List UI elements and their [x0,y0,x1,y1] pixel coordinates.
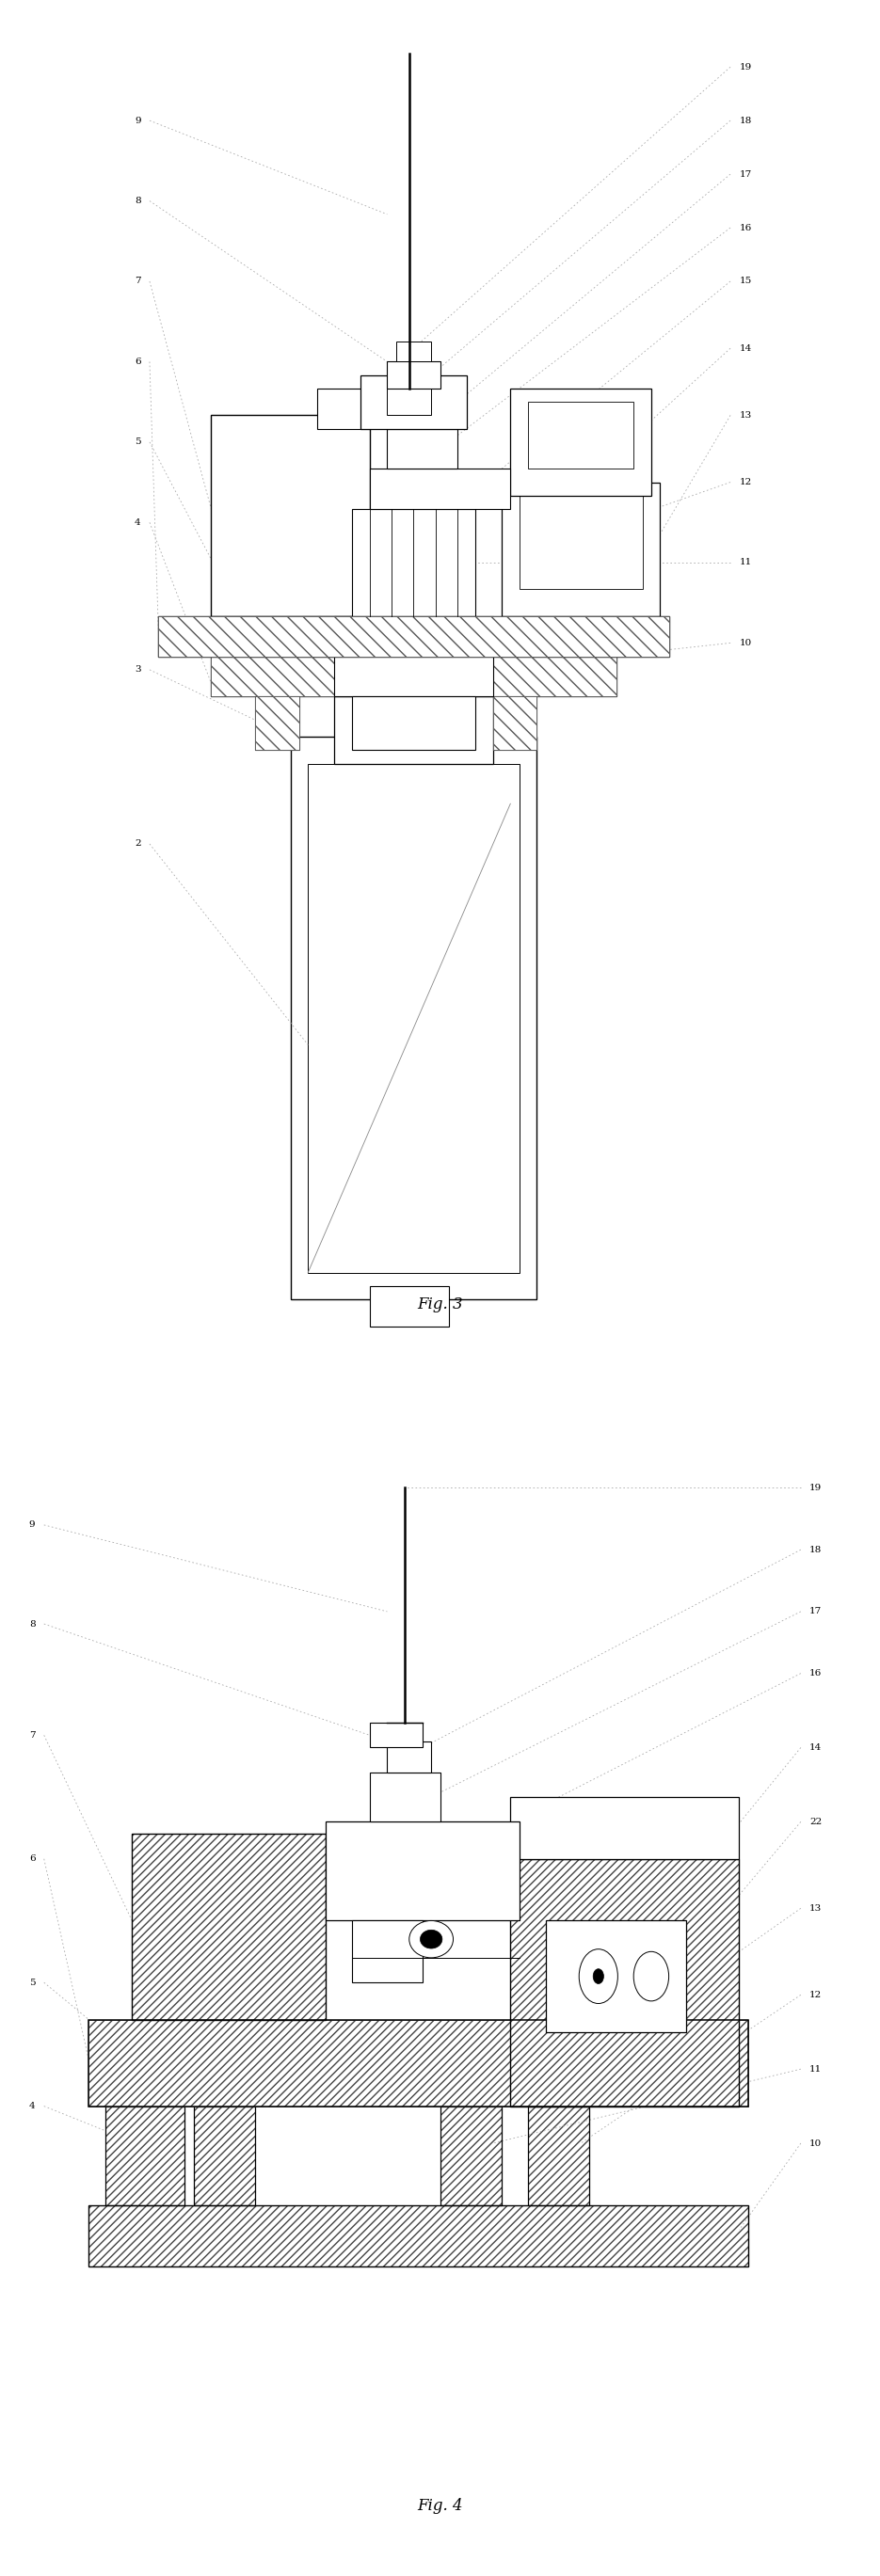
Text: 11: 11 [739,559,752,567]
Bar [158,616,669,657]
Text: 4: 4 [135,518,141,526]
Bar [211,649,616,696]
Text: 9: 9 [135,116,141,124]
Bar [440,2107,502,2205]
Bar [396,343,431,361]
Text: 10: 10 [810,2138,822,2148]
Text: 16: 16 [739,224,752,232]
Bar [194,2107,255,2205]
Text: 18: 18 [739,116,752,124]
Text: 12: 12 [739,479,752,487]
Bar [194,2107,255,2205]
Bar [370,1723,422,1747]
Bar [255,696,299,750]
Text: 13: 13 [739,412,752,420]
Bar [326,1821,519,1922]
Text: 5: 5 [135,438,141,446]
Text: 3: 3 [135,665,141,675]
Text: 18: 18 [810,1546,822,1553]
Text: 14: 14 [810,1744,822,1752]
Text: 7: 7 [29,1731,35,1739]
Text: 12: 12 [810,1991,822,1999]
Circle shape [634,1953,669,2002]
Bar [88,2020,748,2107]
Bar [255,696,299,750]
Bar [352,1922,422,1984]
Text: 19: 19 [810,1484,822,1492]
Text: Fig. 4: Fig. 4 [417,2499,463,2514]
Bar [493,696,537,750]
Text: 10: 10 [739,639,752,647]
Bar [440,2107,502,2205]
Bar [528,2107,590,2205]
Bar [370,1772,440,1821]
Bar [387,361,440,389]
Circle shape [579,1950,618,2004]
Text: 19: 19 [739,62,752,72]
Circle shape [593,1968,604,1984]
Text: 14: 14 [739,345,752,353]
Text: 5: 5 [29,1978,35,1986]
Bar [352,696,475,750]
Bar [502,482,660,616]
Text: 6: 6 [29,1855,35,1862]
Bar [493,696,537,750]
Bar [290,737,537,1298]
Bar [352,510,475,616]
Text: 17: 17 [810,1607,822,1615]
Bar [308,762,519,1273]
Text: 16: 16 [810,1669,822,1677]
Text: 11: 11 [810,2066,822,2074]
Text: Fig. 3: Fig. 3 [417,1296,463,1314]
Bar [106,2107,185,2205]
Bar [88,2205,748,2267]
Bar [352,696,475,737]
Bar [387,1741,431,1772]
Ellipse shape [409,1922,453,1958]
Bar [387,428,458,469]
Text: 13: 13 [810,1904,822,1911]
Bar [528,2107,590,2205]
Bar [546,1922,686,2032]
Text: 2: 2 [135,840,141,848]
Text: 15: 15 [739,278,752,286]
Bar [211,649,616,696]
Bar [370,1285,449,1327]
Bar [132,1834,326,2020]
Text: 9: 9 [29,1520,35,1530]
Bar [158,616,669,657]
Text: 22: 22 [810,1819,822,1826]
Bar [334,616,493,696]
Text: 8: 8 [29,1620,35,1628]
Bar [317,389,370,428]
Bar [510,1860,739,2107]
Bar [370,469,510,510]
Text: 17: 17 [739,170,752,178]
Bar [361,376,466,428]
Text: 4: 4 [29,2102,35,2110]
Bar [387,389,431,415]
Bar [211,415,370,616]
Bar [519,495,642,590]
Bar [106,2107,185,2205]
Bar [334,696,493,762]
Bar [510,1798,739,1860]
Ellipse shape [421,1929,442,1947]
Text: 8: 8 [135,196,141,206]
Text: 7: 7 [135,278,141,286]
Text: 6: 6 [135,358,141,366]
Bar [510,389,651,495]
Bar [510,1860,739,2107]
Bar [528,402,634,469]
Bar [88,2020,748,2107]
Bar [88,2205,748,2267]
Bar [132,1834,326,2020]
